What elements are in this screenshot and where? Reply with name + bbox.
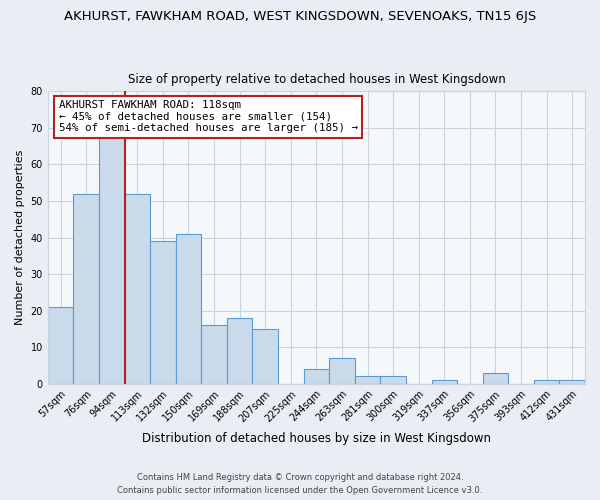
Bar <box>559 380 585 384</box>
Text: AKHURST, FAWKHAM ROAD, WEST KINGSDOWN, SEVENOAKS, TN15 6JS: AKHURST, FAWKHAM ROAD, WEST KINGSDOWN, S… <box>64 10 536 23</box>
Y-axis label: Number of detached properties: Number of detached properties <box>15 150 25 326</box>
Bar <box>125 194 150 384</box>
Text: AKHURST FAWKHAM ROAD: 118sqm
← 45% of detached houses are smaller (154)
54% of s: AKHURST FAWKHAM ROAD: 118sqm ← 45% of de… <box>59 100 358 134</box>
Bar <box>48 307 73 384</box>
Bar <box>304 369 329 384</box>
Bar <box>73 194 99 384</box>
Bar <box>380 376 406 384</box>
Bar <box>150 241 176 384</box>
X-axis label: Distribution of detached houses by size in West Kingsdown: Distribution of detached houses by size … <box>142 432 491 445</box>
Title: Size of property relative to detached houses in West Kingsdown: Size of property relative to detached ho… <box>128 73 505 86</box>
Bar <box>329 358 355 384</box>
Bar <box>482 373 508 384</box>
Bar <box>176 234 201 384</box>
Bar <box>99 135 125 384</box>
Text: Contains HM Land Registry data © Crown copyright and database right 2024.
Contai: Contains HM Land Registry data © Crown c… <box>118 474 482 495</box>
Bar <box>227 318 253 384</box>
Bar <box>431 380 457 384</box>
Bar <box>355 376 380 384</box>
Bar <box>201 326 227 384</box>
Bar <box>253 329 278 384</box>
Bar <box>534 380 559 384</box>
